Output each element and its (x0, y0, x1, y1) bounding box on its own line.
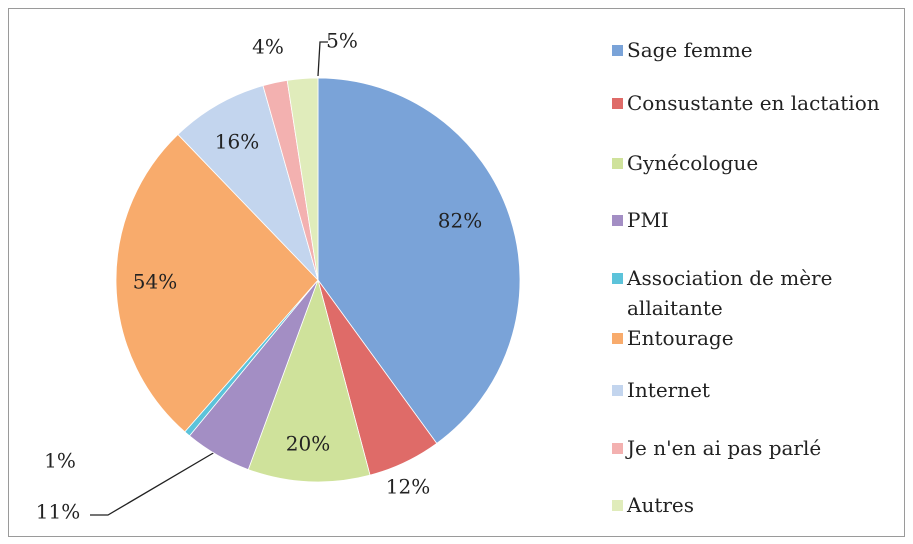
legend-item: Autres (612, 490, 902, 520)
legend-item: Sage femme (612, 35, 902, 65)
data-label: 1% (44, 449, 76, 473)
legend-label: Association de mère allaitante (627, 266, 833, 320)
data-label: 12% (386, 475, 430, 499)
legend-label: Internet (627, 378, 710, 402)
leader-line (90, 451, 216, 516)
legend-label: Consustante en lactation (627, 91, 880, 115)
data-label: 20% (286, 432, 330, 456)
pie-slice (317, 77, 521, 444)
data-label: 16% (215, 130, 259, 154)
legend-item: PMI (612, 205, 902, 235)
data-label: 5% (326, 29, 358, 53)
legend-swatch (612, 215, 623, 226)
legend-item: Association de mère allaitante (612, 263, 902, 323)
legend-swatch (612, 158, 623, 169)
legend-swatch (612, 98, 623, 109)
legend-item: Gynécologue (612, 148, 902, 178)
legend-swatch (612, 273, 623, 284)
legend-label: Sage femme (627, 38, 753, 62)
legend-swatch (612, 443, 623, 454)
legend-item: Consustante en lactation (612, 88, 902, 118)
pie-slice (115, 133, 319, 433)
legend-item: Je n'en ai pas parlé (612, 433, 902, 463)
legend-swatch (612, 333, 623, 344)
data-label: 82% (438, 209, 482, 233)
legend-label: Gynécologue (627, 151, 759, 175)
legend-item: Internet (612, 375, 902, 405)
legend-label: Je n'en ai pas parlé (627, 436, 822, 460)
pie-slice (286, 77, 319, 281)
data-label: 11% (36, 500, 80, 524)
legend-swatch (612, 500, 623, 511)
legend-swatch (612, 45, 623, 56)
data-label: 4% (252, 35, 284, 59)
data-label: 54% (133, 270, 177, 294)
legend-label: Autres (627, 493, 695, 517)
legend-label: Entourage (627, 326, 734, 350)
legend-item: Entourage (612, 323, 902, 353)
pie-slice (247, 278, 371, 483)
leader-line (317, 41, 328, 77)
legend-swatch (612, 385, 623, 396)
pie-slice (177, 85, 319, 281)
legend-label: PMI (627, 208, 669, 232)
